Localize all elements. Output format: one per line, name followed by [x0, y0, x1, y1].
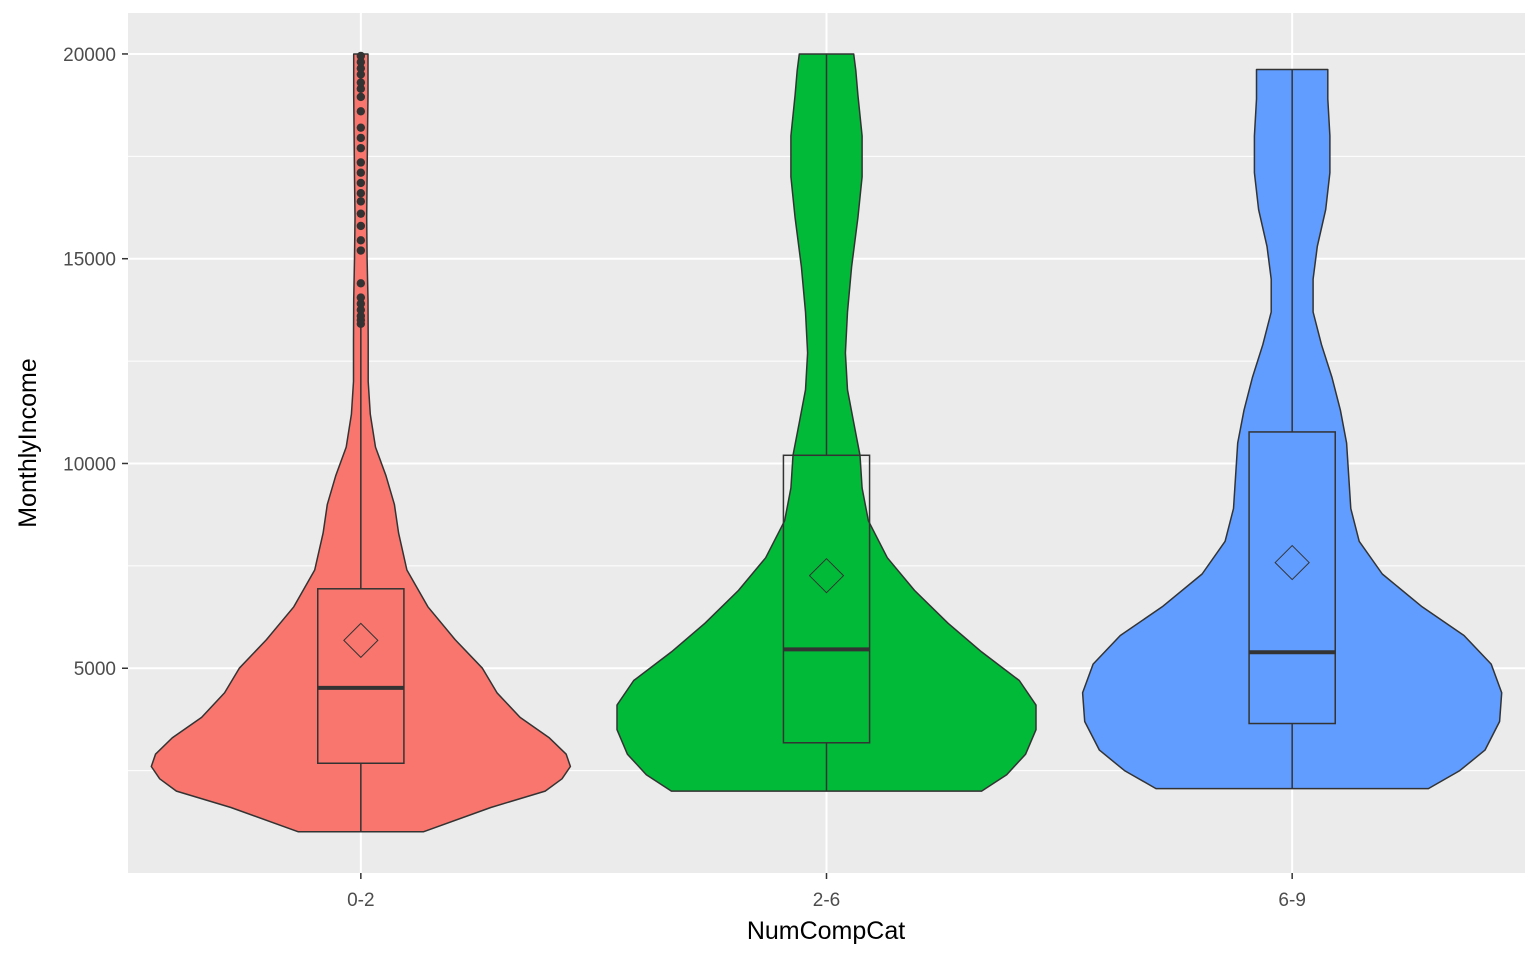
mean-diamond	[343, 622, 379, 659]
violin-group-2-6	[616, 53, 1037, 792]
x-tick-label: 2-6	[813, 890, 840, 911]
outlier-point	[356, 92, 366, 102]
x-tick-label: 6-9	[1278, 890, 1305, 911]
y-axis-title: MonthlyIncome	[14, 358, 42, 528]
box-iqr	[1248, 431, 1336, 725]
y-axis-ticks: 5000 10000 15000 20000	[63, 45, 128, 680]
outlier-point	[356, 158, 366, 167]
y-tick-label: 15000	[63, 250, 116, 271]
outlier-point	[356, 70, 366, 79]
outlier-point	[356, 279, 366, 288]
outlier-point	[356, 299, 366, 308]
violins	[150, 51, 1503, 833]
y-tick-label: 10000	[63, 454, 116, 475]
outlier-point	[356, 107, 366, 116]
violin-group-6-9	[1081, 68, 1503, 790]
outlier-point	[356, 57, 366, 67]
outlier-point	[356, 178, 366, 188]
x-tick-label: 0-2	[347, 890, 374, 911]
outlier-point	[356, 209, 366, 218]
y-tick-label: 5000	[74, 659, 116, 680]
outlier-point	[356, 64, 366, 73]
outlier-point	[356, 51, 366, 61]
x-axis-ticks: 0-2 2-6 6-9	[347, 873, 1306, 911]
box-iqr	[317, 588, 405, 764]
outlier-point	[356, 78, 366, 87]
y-tick-label: 20000	[63, 45, 116, 66]
outlier-point	[356, 168, 366, 177]
outlier-point	[356, 293, 366, 302]
outlier-point	[356, 197, 366, 206]
outlier-point	[356, 133, 366, 143]
outlier-point	[356, 305, 366, 315]
outlier-point	[356, 221, 366, 231]
outlier-point	[356, 143, 366, 153]
mean-diamond	[808, 557, 845, 594]
violin-group-0-2	[150, 51, 572, 833]
mean-diamond	[1274, 544, 1310, 581]
outlier-point	[356, 123, 366, 132]
box-iqr	[782, 454, 871, 744]
x-axis-title: NumCompCat	[747, 917, 905, 945]
outlier-point	[356, 236, 366, 245]
outlier-point	[356, 188, 366, 198]
outlier-point	[356, 84, 366, 93]
outlier-point	[356, 311, 366, 321]
outlier-point	[356, 246, 366, 255]
